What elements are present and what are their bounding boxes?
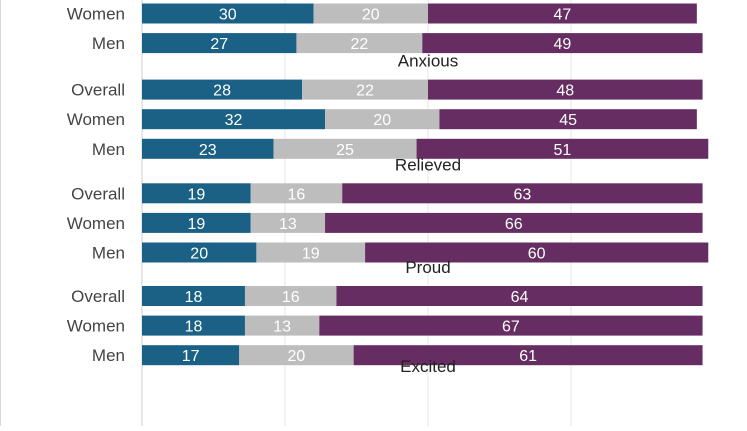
bar-segment: [353, 345, 703, 366]
data-label: 18: [185, 319, 203, 336]
data-label: 20: [288, 348, 306, 365]
group-title: Relieved: [395, 155, 461, 174]
bar-segment: [336, 286, 703, 306]
data-label: 17: [182, 348, 200, 365]
data-label: 60: [528, 246, 546, 263]
category-label: Women: [67, 214, 125, 233]
bar-segment: [325, 212, 703, 233]
bar-segment: [244, 286, 337, 306]
data-label: 45: [559, 112, 577, 129]
category-label: Women: [67, 317, 125, 336]
bar-segment: [142, 79, 303, 100]
data-label: 64: [511, 289, 529, 306]
data-label: 48: [556, 83, 574, 100]
bar-segment: [342, 183, 703, 204]
bar-segment: [244, 315, 320, 336]
category-label: Overall: [71, 287, 125, 306]
group-title: Proud: [405, 258, 450, 277]
bar-segment: [239, 345, 354, 366]
data-label: 23: [199, 142, 217, 159]
bar-segment: [313, 3, 428, 24]
data-label: 66: [505, 216, 523, 233]
data-label: 32: [225, 112, 243, 129]
bar-segment: [142, 345, 240, 366]
data-label: 25: [336, 142, 354, 159]
bar-segment: [428, 3, 697, 24]
category-label: Overall: [71, 184, 125, 203]
category-label: Overall: [71, 81, 125, 100]
category-label: Women: [67, 5, 125, 24]
data-label: 51: [554, 142, 572, 159]
data-label: 61: [519, 348, 537, 365]
data-label: 16: [288, 186, 306, 203]
data-label: 22: [356, 83, 374, 100]
data-label: 19: [187, 186, 205, 203]
data-label: 67: [502, 319, 520, 336]
bar-segment: [273, 138, 417, 159]
bar-segment: [142, 286, 245, 306]
bar-segment: [422, 33, 703, 54]
group-title: Excited: [400, 357, 456, 376]
data-label: 22: [350, 36, 368, 53]
category-label: Men: [92, 34, 125, 53]
data-label: 28: [213, 83, 231, 100]
category-label: Women: [67, 110, 125, 129]
bar-segment: [296, 33, 423, 54]
bar-segment: [256, 242, 366, 263]
data-label: 19: [302, 246, 320, 263]
data-label: 18: [185, 289, 203, 306]
bar-segment: [142, 315, 245, 336]
bar-segment: [142, 242, 257, 263]
bar-segment: [428, 79, 703, 100]
category-label: Men: [92, 346, 125, 365]
bar-segment: [325, 109, 440, 130]
bar-segment: [302, 79, 428, 100]
data-label: 20: [362, 7, 380, 24]
bar-segment: [250, 183, 343, 204]
category-label: Men: [92, 244, 125, 263]
data-label: 27: [210, 36, 228, 53]
group-title: Anxious: [398, 52, 458, 71]
bar-segment: [142, 183, 251, 204]
data-label: 20: [190, 246, 208, 263]
data-label: 47: [554, 7, 572, 24]
bar-segment: [142, 138, 274, 159]
bar-segment: [250, 212, 326, 233]
bar-segment: [365, 242, 709, 263]
bar-segment: [142, 3, 314, 24]
bar-segment: [142, 33, 297, 54]
bar-segment: [142, 212, 251, 233]
data-label: 19: [187, 216, 205, 233]
data-label: 16: [282, 289, 300, 306]
data-label: 20: [373, 112, 391, 129]
data-label: 49: [554, 36, 572, 53]
bar-segment: [416, 138, 709, 159]
data-label: 63: [513, 186, 531, 203]
data-label: 13: [273, 319, 291, 336]
bar-segment: [142, 109, 326, 130]
category-label: Men: [92, 140, 125, 159]
data-label: 30: [219, 7, 237, 24]
bar-segment: [439, 109, 697, 130]
data-label: 13: [279, 216, 297, 233]
bar-segment: [319, 315, 703, 336]
